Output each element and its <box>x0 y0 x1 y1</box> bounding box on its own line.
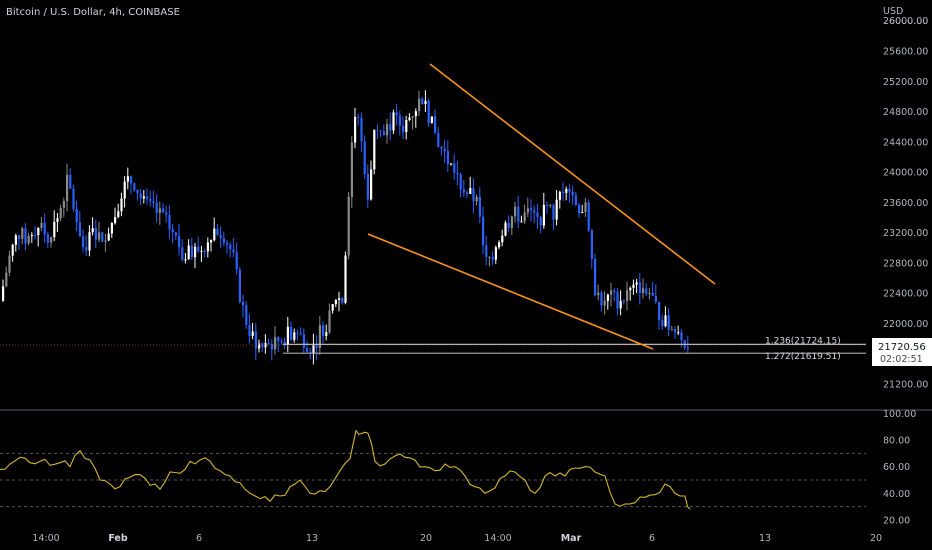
currency-label: USD <box>883 6 903 17</box>
fib-level-label: 1.236(21724.15) <box>765 336 841 346</box>
time-tick-label: 13 <box>306 533 318 544</box>
time-tick-label: 20 <box>870 533 882 544</box>
price-tick-label: 22800.00 <box>883 258 928 269</box>
rsi-tick-label: 60.00 <box>883 462 910 473</box>
last-price-tag: 21720.56 02:02:51 <box>872 338 932 366</box>
rsi-tick-label: 80.00 <box>883 436 910 447</box>
time-tick-label: Mar <box>561 533 582 544</box>
time-axis[interactable]: 14:00 Feb 6 13 20 14:00 Mar 6 13 20 <box>32 533 882 544</box>
rsi-level-bands <box>0 452 866 508</box>
rsi-axis[interactable]: 100.00 80.00 60.00 40.00 20.00 <box>883 409 916 526</box>
time-tick-label: Feb <box>108 533 128 544</box>
chart-title: Bitcoin / U.S. Dollar, 4h, COINBASE <box>6 7 180 18</box>
fibonacci-levels[interactable]: 1.236(21724.15) 1.272(21619.51) <box>283 336 866 362</box>
price-tick-label: 22400.00 <box>883 289 928 300</box>
price-tick-label: 21200.00 <box>883 379 928 390</box>
time-tick-label: 6 <box>649 533 655 544</box>
price-tick-label: 25600.00 <box>883 47 928 58</box>
time-tick-label: 14:00 <box>484 533 511 544</box>
price-tick-label: 23600.00 <box>883 198 928 209</box>
upper-wedge-line[interactable] <box>429 63 716 285</box>
price-tick-label: 26000.00 <box>883 16 928 27</box>
time-tick-label: 6 <box>196 533 202 544</box>
price-tick-label: 24000.00 <box>883 168 928 179</box>
rsi-tick-label: 100.00 <box>883 409 916 420</box>
price-tick-label: 25200.00 <box>883 77 928 88</box>
time-tick-label: 14:00 <box>32 533 59 544</box>
rsi-line <box>0 429 691 510</box>
time-tick-label: 20 <box>420 533 432 544</box>
rsi-tick-label: 20.00 <box>883 515 910 526</box>
candlestick-series <box>2 90 689 365</box>
bar-countdown: 02:02:51 <box>880 354 923 365</box>
price-tick-label: 24400.00 <box>883 137 928 148</box>
price-tick-label: 23200.00 <box>883 228 928 239</box>
rsi-tick-label: 40.00 <box>883 489 910 500</box>
wedge-trendlines[interactable] <box>367 63 716 350</box>
price-tick-label: 26000.00 <box>883 16 928 27</box>
price-axis[interactable]: USD 26000.00 25600.00 25200.00 24800.00 2440… <box>883 6 928 390</box>
lower-wedge-line[interactable] <box>367 233 654 350</box>
price-tick-label: 22000.00 <box>883 319 928 330</box>
fib-level-label: 1.272(21619.51) <box>765 352 841 362</box>
time-tick-label: 13 <box>759 533 771 544</box>
price-tick-label: 24800.00 <box>883 107 928 118</box>
last-price-value: 21720.56 <box>878 342 926 353</box>
